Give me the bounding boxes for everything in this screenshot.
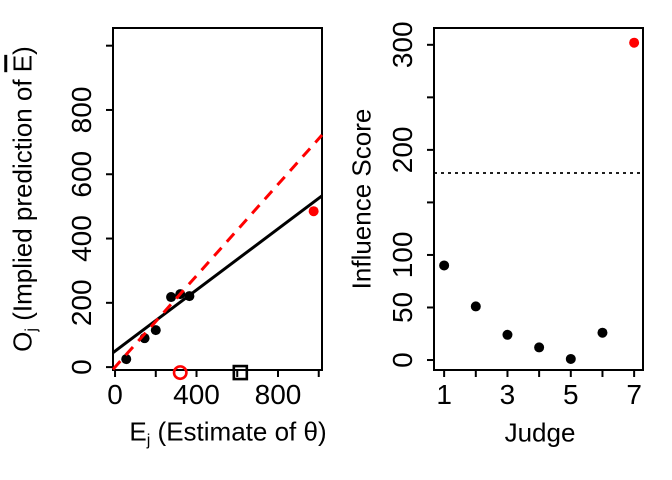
identity-line — [111, 134, 324, 371]
x-tick-label: 5 — [563, 379, 579, 410]
left-y-axis-label-main: O — [7, 331, 38, 352]
judge-influence-points — [565, 353, 576, 364]
judge-influence-points — [439, 260, 450, 271]
judge-influence-points — [534, 342, 545, 353]
left-x-axis-label-sub: j — [146, 430, 151, 449]
judge-points — [150, 325, 161, 336]
x-tick-label: 7 — [626, 379, 642, 410]
right-x-axis-label: Judge — [504, 417, 576, 448]
left-y-axis-label-sub: j — [21, 327, 40, 332]
left-y-axis-label-mid: (Implied prediction of — [7, 72, 38, 328]
influential-judge-point — [629, 37, 640, 48]
y-tick-label: 300 — [387, 21, 418, 68]
judge-points — [166, 292, 177, 303]
judge-points — [121, 354, 132, 365]
left-x-axis-label: Ej (Estimate of θ) — [129, 416, 326, 450]
plot-box — [112, 27, 323, 371]
x-tick-label: 3 — [500, 379, 516, 410]
y-tick-label: 50 — [387, 292, 418, 323]
plot-box — [433, 27, 644, 371]
fit-line — [112, 194, 323, 354]
left-y-axis-label: Oj (Implied prediction of E) — [7, 46, 41, 352]
left-x-axis-label-main: E — [129, 416, 147, 447]
y-tick-label: 100 — [387, 232, 418, 279]
open-square-marker — [232, 364, 249, 381]
left-y-axis-label-close: ) — [7, 46, 38, 55]
y-tick-label: 400 — [66, 215, 97, 262]
judge-influence-points — [470, 301, 481, 312]
judge-influence-points — [502, 329, 513, 340]
x-tick-label: 1 — [436, 379, 452, 410]
x-tick-label: 800 — [255, 379, 302, 410]
y-tick-label: 200 — [66, 279, 97, 326]
x-tick-label: 400 — [173, 379, 220, 410]
y-tick-label: 0 — [66, 359, 97, 375]
y-tick-label: 800 — [66, 87, 97, 134]
y-tick-label: 600 — [66, 151, 97, 198]
open-circle-marker — [172, 365, 188, 381]
judge-influence-points — [597, 327, 608, 338]
x-tick-label: 0 — [107, 379, 123, 410]
left-x-axis-label-rest: (Estimate of θ) — [150, 416, 327, 447]
influential-judge-point — [308, 206, 319, 217]
y-tick-label: 200 — [387, 127, 418, 174]
y-tick-label: 0 — [387, 352, 418, 368]
left-y-axis-label-ebar: E — [7, 54, 38, 73]
right-y-axis-label: Influence Score — [346, 108, 377, 290]
